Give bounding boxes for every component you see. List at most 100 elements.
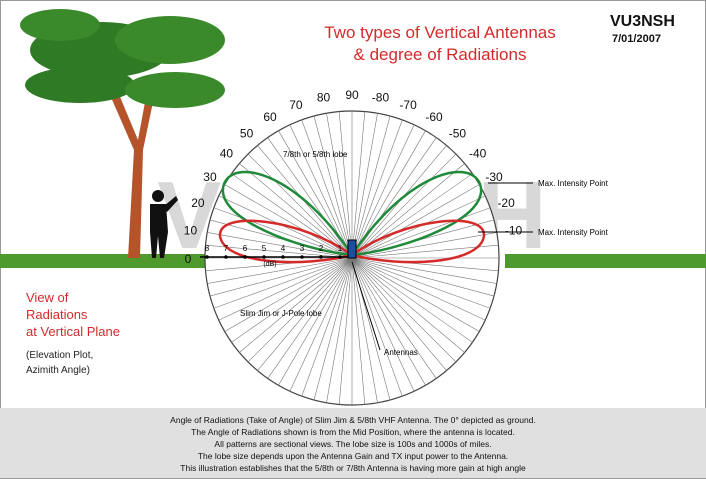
db-label: 3 [300,244,305,253]
spoke [351,232,497,259]
side-note: Azimith Angle) [26,365,90,376]
spoke [213,257,353,309]
spoke [231,257,353,343]
spoke [351,184,480,259]
spoke [351,257,415,392]
spoke [278,257,353,386]
annotation: 7/8th or 5/8th lobe [283,150,348,159]
callsign: VU3NSH [610,13,675,30]
angle-label: 90 [345,88,359,102]
spoke [257,257,353,371]
db-tick [243,255,247,259]
title: & degree of Radiations [354,45,527,64]
spoke [351,257,457,363]
angle-label: 60 [263,110,277,124]
spoke [267,137,353,259]
side-heading: Radiations [26,307,88,322]
spoke [351,207,491,259]
db-tick [281,255,285,259]
angle-label: 70 [289,98,303,112]
db-label: 4 [281,244,286,253]
spoke [351,111,366,259]
tree [20,9,225,258]
spoke [247,257,353,363]
lobe-lower-left [218,219,355,264]
spoke [351,257,473,343]
angle-label: -40 [469,147,487,161]
angle-label: 0 [185,252,192,266]
db-label: 1 [338,244,343,253]
spoke [213,207,353,259]
side-heading: at Vertical Plane [26,324,120,339]
angle-label: 20 [191,196,205,210]
footer-line: This illustration establishes that the 5… [180,463,526,473]
db-tick [224,255,228,259]
footer-line: All patterns are sectional views. The lo… [214,439,491,449]
angle-label: -60 [425,110,443,124]
spoke [289,124,353,259]
spoke [301,119,353,259]
angle-label: -50 [449,126,467,140]
spoke [351,113,378,259]
db-tick [319,255,323,259]
footer-box [0,408,706,478]
db-label: 8 [205,244,210,253]
footer-line: Angle of Radiations (Take of Angle) of S… [170,415,536,425]
lobe-lower-right [349,219,486,264]
angle-label: -10 [505,224,523,238]
angle-label: 40 [220,147,234,161]
spoke [239,257,353,353]
spoke [351,257,497,284]
angle-label: -80 [372,90,390,104]
db-unit: (dB) [263,261,276,268]
spoke [218,195,353,259]
spoke [313,115,353,259]
annotation: Antennas [384,348,418,357]
spoke [351,257,465,353]
ground [0,254,212,268]
angle-label: 80 [317,90,331,104]
spoke [209,257,353,297]
spoke [351,257,426,386]
lobe-upper-right [349,170,483,257]
spoke [224,257,353,332]
antenna [347,239,357,259]
angle-label: 30 [203,170,217,184]
spoke [351,257,486,321]
spoke [207,257,353,284]
person [150,190,178,258]
spoke [351,153,457,259]
spoke [338,111,353,259]
spoke [351,257,491,309]
spoke [326,257,353,403]
date: 7/01/2007 [612,33,661,45]
db-label: 6 [243,244,248,253]
db-label: 5 [262,244,267,253]
spoke [351,244,499,259]
db-label: 2 [319,244,324,253]
spoke [351,257,378,403]
spoke [351,115,391,259]
ground [505,254,706,268]
spoke [351,257,366,405]
side-note: (Elevation Plot, [26,350,93,361]
spoke [313,257,353,401]
angle-label: -30 [485,170,503,184]
spoke [351,257,495,297]
spoke [351,119,403,259]
pointer [351,261,381,351]
spoke [351,257,403,397]
spoke [205,244,353,259]
spoke [301,257,353,397]
db-tick [205,255,209,259]
spoke [289,257,353,392]
spoke [351,257,437,379]
spoke [338,257,353,405]
annotation: Max. Intensity Point [538,179,609,188]
db-tick [338,255,342,259]
db-tick [262,255,266,259]
footer: Angle of Radiations (Take of Angle) of S… [170,415,536,473]
footer-line: The Angle of Radiations shown is from th… [191,427,515,437]
title: Two types of Vertical Antennas [324,23,556,42]
spoke [351,195,486,259]
